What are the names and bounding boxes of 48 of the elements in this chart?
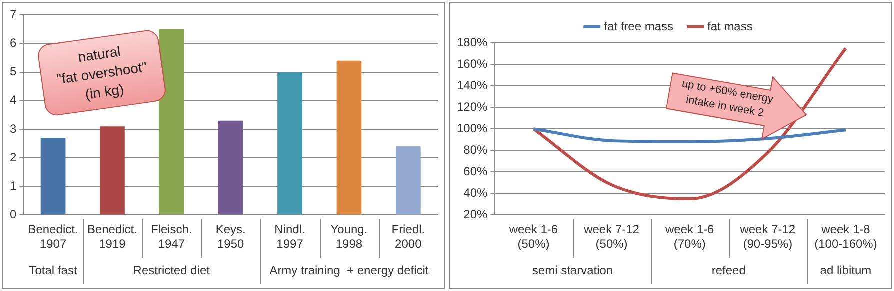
legend-label: fat mass — [708, 19, 753, 34]
x-tick-label: Benedict. 1907 — [28, 222, 78, 252]
y-tick-label: 100% — [456, 121, 488, 136]
y-tick-label: 7 — [10, 8, 17, 22]
y-tick-label: 5 — [10, 64, 17, 79]
y-tick-label: 160% — [456, 56, 488, 71]
x-tick-label: Benedict. 1919 — [87, 222, 138, 252]
line-series — [532, 128, 848, 144]
text: ad libitum — [820, 263, 872, 278]
y-tick-label: 140% — [456, 78, 488, 92]
text: Army training + energy deficit — [270, 263, 430, 278]
y-tick-label: 120% — [456, 100, 488, 114]
y-tick-label: 20% — [464, 208, 488, 222]
bar — [278, 72, 302, 215]
annotation: up to +60% energy intake in week 2 — [680, 76, 776, 122]
text: Restricted diet — [133, 263, 211, 278]
text: refeed — [712, 263, 746, 278]
x-tick-label: Young. 1998 — [330, 222, 368, 252]
y-tick-label: 2 — [10, 150, 17, 164]
x-tick-label: Fleisch. 1947 — [150, 222, 192, 252]
text: semi starvation — [532, 263, 614, 278]
bar — [40, 138, 66, 215]
x-tick-label: Nindl. 1997 — [274, 222, 306, 252]
y-tick-label: 1 — [10, 178, 17, 193]
text: Total fast — [29, 263, 78, 278]
y-tick-label: 40% — [464, 186, 488, 200]
x-tick-label: week 7-12 (90-95%) — [739, 222, 796, 252]
bar — [396, 146, 421, 215]
y-tick-label: 3 — [10, 122, 17, 136]
y-tick-label: 0 — [10, 208, 17, 222]
line-series — [532, 46, 848, 201]
bar — [159, 29, 184, 215]
annotation: natural "fat overshoot" (in kg) — [54, 42, 150, 104]
x-tick-label: Keys. 1950 — [216, 222, 246, 252]
bar — [336, 60, 362, 215]
y-tick-label: 80% — [464, 142, 488, 157]
y-tick-label: 180% — [456, 35, 488, 50]
legend-label: fat free mass — [604, 19, 674, 34]
y-tick-label: 60% — [464, 164, 488, 178]
bar — [100, 126, 125, 215]
x-tick-label: week 1-6 (50%) — [508, 222, 558, 252]
x-tick-label: week 7-12 (50%) — [583, 222, 640, 252]
y-tick-label: 4 — [10, 93, 17, 108]
x-tick-label: week 1-8 (100-160%) — [814, 222, 878, 252]
y-tick-label: 6 — [10, 36, 17, 50]
x-tick-label: week 1-6 (70%) — [664, 222, 715, 252]
x-tick-label: Friedl. 2000 — [392, 222, 426, 252]
bar — [218, 120, 244, 215]
